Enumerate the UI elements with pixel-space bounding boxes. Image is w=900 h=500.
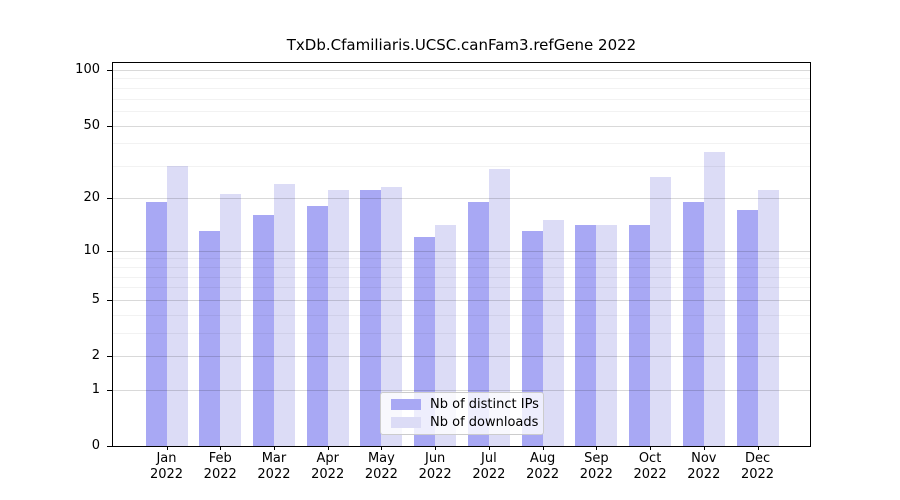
y-tick-label: 50 — [83, 117, 100, 133]
x-tick-label-feb: Feb 2022 — [203, 451, 237, 482]
y-gridline-major — [113, 197, 810, 199]
y-gridline-minor — [113, 87, 810, 89]
chart-legend: Nb of distinct IPs Nb of downloads — [380, 392, 544, 435]
y-gridline-major — [113, 125, 810, 127]
y-gridline-major — [113, 250, 810, 252]
bar-jul-downloads — [488, 168, 510, 446]
y-tick-mark — [107, 69, 112, 71]
bar-jul-distinct-ips — [467, 201, 489, 446]
y-gridline-minor — [113, 258, 810, 260]
x-tick-mark — [327, 446, 329, 450]
y-tick-label: 1 — [91, 381, 100, 397]
bar-mar-distinct-ips — [252, 215, 274, 446]
x-tick-label-apr: Apr 2022 — [311, 451, 345, 482]
bar-sep-downloads — [596, 225, 618, 446]
bar-may-downloads — [381, 186, 403, 446]
y-gridline-minor — [113, 314, 810, 316]
x-tick-mark — [757, 446, 759, 450]
x-tick-label-jun: Jun 2022 — [418, 451, 452, 482]
x-tick-label-dec: Dec 2022 — [740, 451, 775, 482]
x-tick-mark — [166, 446, 168, 450]
bar-oct-downloads — [650, 177, 672, 446]
chart-title: TxDb.Cfamiliaris.UCSC.canFam3.refGene 20… — [286, 36, 637, 54]
y-gridline-minor — [113, 333, 810, 335]
bar-dec-distinct-ips — [736, 210, 758, 446]
x-tick-label-jan: Jan 2022 — [149, 451, 184, 482]
y-tick-mark — [107, 356, 112, 358]
x-tick-mark — [650, 446, 652, 450]
y-gridline-minor — [113, 166, 810, 168]
x-tick-label-aug: Aug 2022 — [526, 451, 560, 482]
x-tick-mark — [220, 446, 222, 450]
x-tick-mark — [435, 446, 437, 450]
legend-swatch-distinct-ips-icon — [391, 399, 421, 411]
y-tick-mark — [107, 299, 112, 301]
plot-area: Nb of distinct IPs Nb of downloads — [112, 62, 811, 447]
bar-mar-downloads — [273, 183, 295, 446]
x-tick-label-oct: Oct 2022 — [633, 451, 667, 482]
legend-item-distinct-ips: Nb of distinct IPs — [381, 397, 543, 412]
bar-sep-distinct-ips — [575, 225, 597, 446]
y-gridline-minor — [113, 98, 810, 100]
x-tick-mark — [273, 446, 275, 450]
y-tick-mark — [107, 250, 112, 252]
legend-label-distinct-ips: Nb of distinct IPs — [430, 397, 539, 413]
y-tick-label: 20 — [83, 189, 100, 205]
y-tick-mark — [107, 446, 112, 447]
y-gridline-minor — [113, 287, 810, 289]
bar-jun-downloads — [435, 225, 457, 446]
y-gridline-major — [113, 356, 810, 358]
bar-may-distinct-ips — [360, 190, 382, 446]
y-gridline-major — [113, 69, 810, 71]
y-gridline-minor — [113, 266, 810, 268]
y-tick-label: 0 — [91, 438, 100, 453]
y-gridline-major — [113, 299, 810, 301]
bar-nov-distinct-ips — [682, 201, 704, 446]
y-gridline-minor — [113, 110, 810, 112]
x-tick-label-nov: Nov 2022 — [687, 451, 721, 482]
bar-feb-downloads — [220, 194, 242, 446]
bar-feb-distinct-ips — [199, 230, 221, 446]
bar-jan-distinct-ips — [145, 201, 167, 446]
y-gridline-minor — [113, 276, 810, 278]
y-gridline-major — [113, 389, 810, 391]
x-tick-mark — [542, 446, 544, 450]
y-gridline-minor — [113, 78, 810, 80]
bar-oct-distinct-ips — [629, 225, 651, 446]
x-tick-mark — [596, 446, 598, 450]
legend-label-downloads: Nb of downloads — [430, 414, 539, 430]
bar-nov-downloads — [703, 151, 725, 446]
bar-jan-downloads — [166, 166, 188, 446]
bar-apr-distinct-ips — [306, 206, 328, 446]
y-tick-label: 5 — [91, 291, 100, 307]
y-tick-mark — [107, 197, 112, 199]
y-tick-label: 10 — [83, 242, 100, 258]
x-tick-label-may: May 2022 — [364, 451, 398, 482]
bar-dec-downloads — [757, 190, 779, 446]
y-gridline-minor — [113, 143, 810, 145]
x-tick-label-jul: Jul 2022 — [472, 451, 506, 482]
bar-aug-downloads — [542, 220, 564, 446]
x-tick-mark — [381, 446, 383, 450]
y-tick-mark — [107, 125, 112, 127]
y-tick-label: 100 — [75, 61, 100, 77]
y-tick-mark — [107, 389, 112, 391]
x-tick-mark — [703, 446, 705, 450]
x-tick-label-sep: Sep 2022 — [579, 451, 613, 482]
bar-apr-downloads — [327, 190, 349, 446]
y-tick-label: 2 — [91, 348, 100, 364]
legend-swatch-downloads-icon — [391, 416, 421, 428]
legend-item-downloads: Nb of downloads — [381, 415, 543, 430]
x-tick-label-mar: Mar 2022 — [257, 451, 291, 482]
x-tick-mark — [488, 446, 490, 450]
